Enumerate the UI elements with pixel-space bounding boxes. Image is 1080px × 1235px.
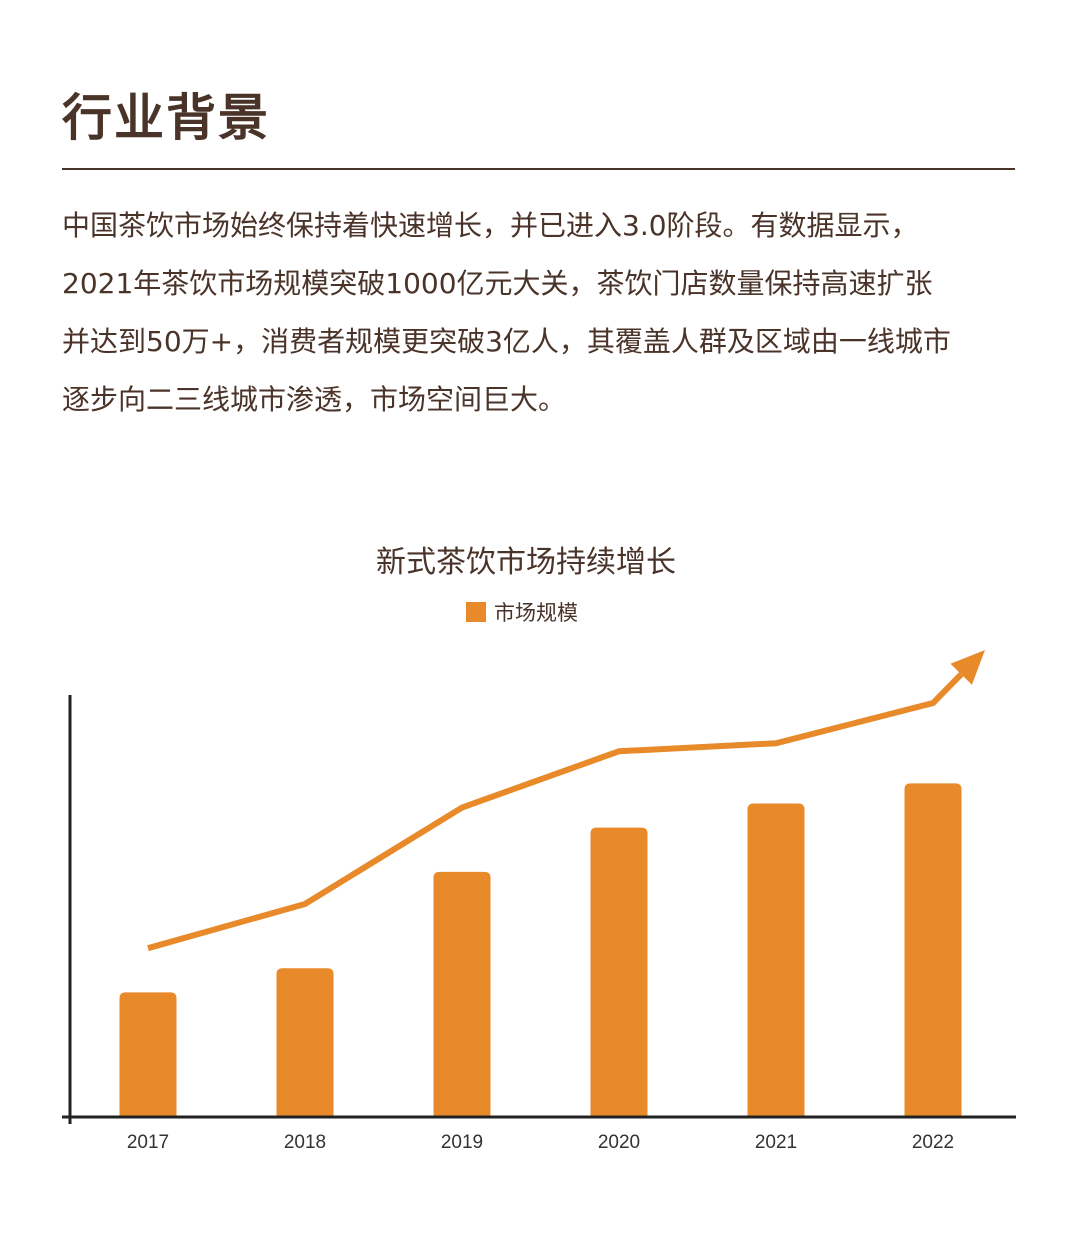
intro-paragraph: 中国茶饮市场始终保持着快速增长，并已进入3.0阶段。有数据显示， 2021年茶饮… <box>62 197 1022 429</box>
trend-line <box>147 672 964 952</box>
intro-line: 并达到50万+，消费者规模更突破3亿人，其覆盖人群及区域由一线城市 <box>62 325 951 358</box>
x-tick-label: 2021 <box>755 1132 797 1153</box>
ticks-group: 2017 2018 2019 2020 2021 2022 <box>127 1132 954 1153</box>
bars-group <box>119 783 962 1117</box>
bar-2021 <box>747 803 805 1117</box>
legend-label: 市场规模 <box>494 601 578 625</box>
market-chart: 新式茶饮市场持续增长 市场规模 2017 2018 2019 2020 2021 2022 <box>0 520 1080 1220</box>
trend-group <box>147 650 985 952</box>
intro-line: 2021年茶饮市场规模突破1000亿元大关，茶饮门店数量保持高速扩张 <box>62 267 933 300</box>
bar-2022 <box>904 783 962 1117</box>
x-tick-label: 2018 <box>284 1132 326 1153</box>
bar-2017 <box>119 992 177 1117</box>
bar-2020 <box>590 827 648 1117</box>
x-tick-label: 2022 <box>912 1132 954 1153</box>
chart-title: 新式茶饮市场持续增长 <box>376 545 676 580</box>
axes-group <box>62 695 1016 1124</box>
chart-svg: 新式茶饮市场持续增长 市场规模 2017 2018 2019 2020 2021 2022 <box>62 545 1016 1153</box>
x-tick-label: 2017 <box>127 1132 169 1153</box>
x-tick-label: 2019 <box>441 1132 483 1153</box>
bar-2019 <box>433 871 491 1117</box>
intro-line: 中国茶饮市场始终保持着快速增长，并已进入3.0阶段。有数据显示， <box>62 209 919 242</box>
page-title: 行业背景 <box>62 89 270 147</box>
trend-arrow-head <box>950 650 985 685</box>
bar-2018 <box>276 968 334 1117</box>
x-tick-label: 2020 <box>598 1132 640 1153</box>
intro-line: 逐步向二三线城市渗透，市场空间巨大。 <box>62 383 567 416</box>
title-divider <box>62 168 1015 170</box>
legend-swatch <box>466 602 486 622</box>
